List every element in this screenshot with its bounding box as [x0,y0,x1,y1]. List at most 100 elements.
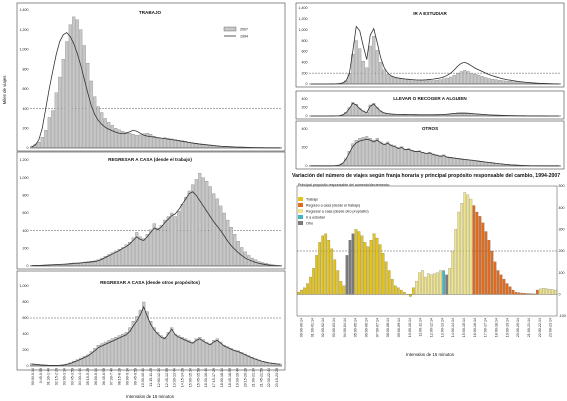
bar-2007 [202,340,205,366]
y-tick-label: 400 [302,60,308,64]
y-tick-label: 500 [559,184,565,188]
bar-2007 [177,140,180,148]
bar-2007 [107,340,110,366]
bar-2007 [202,178,205,266]
y-tick-label: 200 [23,126,29,130]
bar-2007 [156,332,159,366]
bar-2007 [460,72,463,84]
bar-2007 [177,336,180,366]
bar-2007 [170,328,173,366]
bar-2007 [453,158,456,166]
bar-variacion [536,290,538,294]
bar-2007 [404,79,407,84]
bar-2007 [125,132,128,148]
bar-variacion [300,290,302,294]
x-tick-label: 20:15-20:29 [244,368,248,387]
bar-variacion [488,240,490,294]
x-tick-label: 16:30-16:44 [204,368,208,387]
bar-2007 [488,79,491,84]
bar-2007 [41,137,44,148]
bar-variacion [337,271,339,295]
bar-2007 [386,142,389,166]
x-tick-label: 02:15-2:29 [55,368,59,385]
x-tick-label: 01:00-01:14 [310,318,314,337]
bar-2007 [467,72,470,84]
y-tick-label: 600 [23,87,29,91]
bar-2007 [449,77,452,84]
y-tick-label: 200 [302,71,308,75]
y-tick-label: 200 [23,247,29,251]
x-tick-label: 21:00-21:14 [527,318,531,337]
bar-2007 [460,159,463,166]
bar-variacion [554,290,556,294]
y-tick-label: 400 [302,127,308,131]
bar-2007 [432,154,435,166]
bar-2007 [425,80,428,84]
y-tick-label: 1,000 [299,28,308,32]
y-tick-label: 200 [559,249,565,253]
bar-2007 [369,46,372,84]
bar-variacion [542,288,544,294]
bar-variacion [331,249,333,294]
x-tick-label: 09:00-9:14 [125,368,129,385]
bar-2007 [174,140,177,148]
bar-2007 [135,135,138,148]
x-tick-label: 12:00-12:14 [157,368,161,387]
bar-variacion [494,262,496,295]
x-tick-label: 09:00-09:14 [397,318,401,337]
x-tick-label: 03:00-03:14 [332,318,336,337]
bar-2007 [439,156,442,166]
bar-variacion [297,292,299,294]
bar-variacion [318,242,320,294]
bar-2007 [216,199,219,266]
bar-2007 [170,213,173,266]
legend-label-trabajo: Trabajo [306,198,318,202]
bar-variacion [515,292,517,294]
bar-variacion [430,275,432,295]
bar-2007 [104,342,107,366]
bar-2007 [421,80,424,84]
bar-2007 [146,312,149,366]
y-tick-label: 1,200 [299,17,308,21]
legend-label-estudiar: Ir a estudiar [306,216,326,220]
bar-2007 [414,151,417,166]
bar-2007 [170,139,173,148]
bar-2007 [167,217,170,266]
bar-variacion [530,294,532,295]
ylabel-trabajo: Miles de viajes [2,75,7,105]
bar-2007 [195,339,198,366]
bar-2007 [386,74,389,84]
bar-2007 [512,82,515,84]
legend-label-otro: Otro [306,222,313,226]
y-tick-label: 200 [302,106,308,110]
bar-variacion [539,289,541,294]
bar-2007 [400,79,403,84]
y-tick-label: 600 [23,211,29,215]
x-tick-label: 07:00-07:14 [375,318,379,337]
bar-2007 [111,125,114,148]
legend-swatch-estudiar [298,215,303,219]
bar-2007 [104,118,107,148]
bar-2007 [156,228,159,266]
x-tick-label: 14:15-14:29 [181,368,185,387]
bar-2007 [379,62,382,84]
bar-variacion [418,273,420,295]
bar-2007 [498,80,501,84]
bar-2007 [516,82,519,84]
bar-variacion [467,195,469,295]
bar-2007 [376,138,379,166]
bar-2007 [442,79,445,84]
bar-2007 [100,344,103,366]
title-regreso-otros: REGRESAR A CASA (desde otros propósitos) [100,280,200,285]
bar-variacion [445,275,447,295]
bar-variacion [364,242,366,294]
x-tick-label: 23:15-23:29 [275,368,279,387]
y-tick-label: 600 [23,316,29,320]
bar-variacion [458,212,460,294]
bar-variacion [500,275,502,295]
bar-variacion [455,229,457,294]
y-tick-label: 0 [306,164,308,168]
bar-2007 [237,351,240,366]
bar-2007 [240,352,243,366]
bar-variacion [334,260,336,295]
